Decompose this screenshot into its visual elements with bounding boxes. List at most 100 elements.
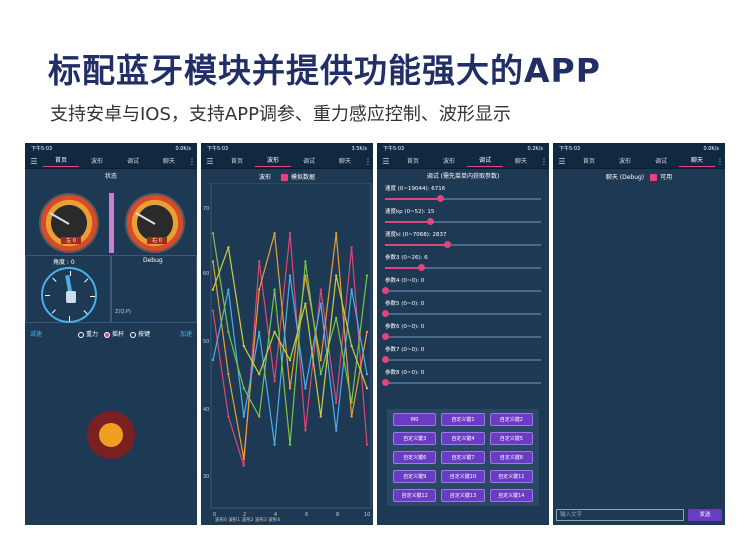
custom-key-button[interactable]: 自定义键1	[441, 413, 485, 426]
custom-key-button[interactable]: 自定义键2	[489, 413, 533, 426]
custom-key-button[interactable]: 自定义键9	[393, 470, 437, 483]
slider-knob[interactable]	[382, 356, 389, 363]
tab-wave[interactable]: 波形	[442, 157, 455, 165]
param-slider[interactable]	[385, 218, 541, 225]
tab-wave[interactable]: 波形	[90, 157, 103, 165]
slider-knob[interactable]	[382, 333, 389, 340]
slider-knob[interactable]	[382, 310, 389, 317]
param-slider-item: 参数6 (0~0): 0	[377, 320, 549, 343]
legend-item: 波形1	[228, 518, 241, 523]
decel-button[interactable]: 减速	[30, 331, 43, 338]
more-menu-icon[interactable]: ⋮	[364, 156, 372, 166]
joystick-knob[interactable]	[99, 423, 123, 447]
joystick-label: 摇杆	[111, 331, 124, 338]
series-point	[227, 246, 230, 249]
tab-home[interactable]: 首页	[43, 155, 79, 167]
simulate-checkbox[interactable]	[281, 174, 288, 181]
joystick-radio[interactable]	[103, 331, 110, 338]
keys-radio[interactable]	[130, 331, 136, 338]
tab-home[interactable]: 首页	[230, 157, 243, 165]
status-speed: 3.5K/s	[351, 145, 367, 152]
custom-key-button[interactable]: 自定义键6	[393, 451, 437, 464]
custom-key-button[interactable]: 自定义键14	[489, 489, 533, 502]
menu-icon[interactable]: ☰	[558, 156, 566, 166]
tab-chat[interactable]: 聊天	[338, 157, 351, 165]
param-slider[interactable]	[382, 333, 541, 340]
slider-knob[interactable]	[417, 264, 425, 271]
wave-label: 波形	[258, 174, 271, 181]
param-slider-item: 参数3 (0~26): 6	[377, 251, 549, 274]
phone-wave-screen: 下午5:03 3.5K/s ☰ 首页 波形 调试 聊天 ⋮ 波形 模拟数据 70 6…	[201, 143, 373, 525]
custom-key-button[interactable]: 自定义键8	[489, 451, 533, 464]
x-tick: 8	[336, 512, 339, 518]
series-point	[288, 232, 292, 235]
joystick[interactable]	[87, 411, 135, 459]
x-tick: 4	[274, 512, 277, 518]
tab-debug[interactable]: 调试	[467, 155, 503, 167]
custom-key-button[interactable]: 自定义键10	[441, 470, 485, 483]
left-speed-gauge: 左 0	[39, 193, 99, 253]
param-slider[interactable]	[385, 264, 541, 271]
custom-key-button[interactable]: 自定义键3	[393, 432, 437, 445]
custom-key-button[interactable]: 自定义键11	[489, 470, 533, 483]
slider-knob[interactable]	[382, 287, 389, 294]
param-slider[interactable]	[385, 195, 541, 202]
slider-knob[interactable]	[444, 241, 452, 248]
slider-knob[interactable]	[436, 195, 444, 202]
series-point	[335, 316, 338, 320]
custom-key-button[interactable]: M0	[393, 413, 437, 426]
tab-wave[interactable]: 波形	[618, 157, 631, 165]
legend-item: 波形3	[254, 518, 267, 523]
slider-knob[interactable]	[382, 379, 389, 386]
more-menu-icon[interactable]: ⋮	[188, 156, 196, 166]
param-slider[interactable]	[382, 379, 541, 386]
tab-debug[interactable]: 调试	[654, 157, 667, 165]
tab-home[interactable]: 首页	[406, 157, 419, 165]
series-point	[350, 344, 353, 348]
debug-title: 调试 (需先菜单内获取参数)	[426, 173, 500, 180]
gauge-needle	[135, 212, 156, 225]
keys-label: 按键	[138, 331, 151, 338]
param-slider[interactable]	[382, 310, 541, 317]
series-point	[273, 288, 276, 291]
tab-chat[interactable]: 聊天	[162, 157, 175, 165]
tab-home[interactable]: 首页	[582, 157, 595, 165]
chat-input[interactable]: 输入文字	[556, 509, 684, 521]
status-bar: 下午5:03 0.0K/s	[25, 143, 197, 154]
param-slider[interactable]	[382, 287, 541, 294]
accel-button[interactable]: 加速	[179, 331, 192, 338]
custom-key-button[interactable]: 自定义键7	[441, 451, 485, 464]
tab-debug[interactable]: 调试	[126, 157, 139, 165]
slider-knob[interactable]	[427, 218, 435, 225]
param-slider-item: 参数7 (0~0): 0	[377, 343, 549, 366]
more-menu-icon[interactable]: ⋮	[540, 156, 548, 166]
tab-chat[interactable]: 聊天	[679, 155, 715, 167]
custom-key-button[interactable]: 自定义键5	[489, 432, 533, 445]
menu-icon[interactable]: ☰	[30, 156, 38, 166]
custom-key-button[interactable]: 自定义键4	[441, 432, 485, 445]
custom-key-button[interactable]: 自定义键12	[393, 489, 437, 502]
x-tick: 6	[305, 512, 308, 518]
custom-keys-panel: M0 自定义键1 自定义键2 自定义键3 自定义键4 自定义键5 自定义键6 自定义键7 自定义…	[387, 409, 539, 506]
series-point	[242, 344, 245, 348]
x-tick: 10	[364, 512, 370, 518]
tab-chat[interactable]: 聊天	[514, 157, 527, 165]
right-speed-gauge: 右 0	[125, 193, 185, 253]
send-button[interactable]: 发送	[688, 509, 722, 521]
series-point	[258, 372, 261, 376]
series-point	[211, 232, 215, 235]
status-speed: 0.0K/s	[175, 145, 191, 152]
custom-key-button[interactable]: 自定义键13	[441, 489, 485, 502]
series-point	[319, 358, 322, 362]
gravity-radio[interactable]	[77, 331, 84, 338]
tab-wave[interactable]: 波形	[255, 155, 291, 167]
right-gauge-label: 右 0	[147, 237, 167, 244]
tab-debug[interactable]: 调试	[302, 157, 315, 165]
enable-checkbox[interactable]	[650, 174, 658, 181]
param-slider[interactable]	[385, 241, 541, 248]
menu-icon[interactable]: ☰	[206, 156, 214, 166]
more-menu-icon[interactable]: ⋮	[716, 156, 724, 166]
param-slider[interactable]	[382, 356, 541, 363]
series-point	[211, 358, 215, 362]
menu-icon[interactable]: ☰	[382, 156, 390, 166]
